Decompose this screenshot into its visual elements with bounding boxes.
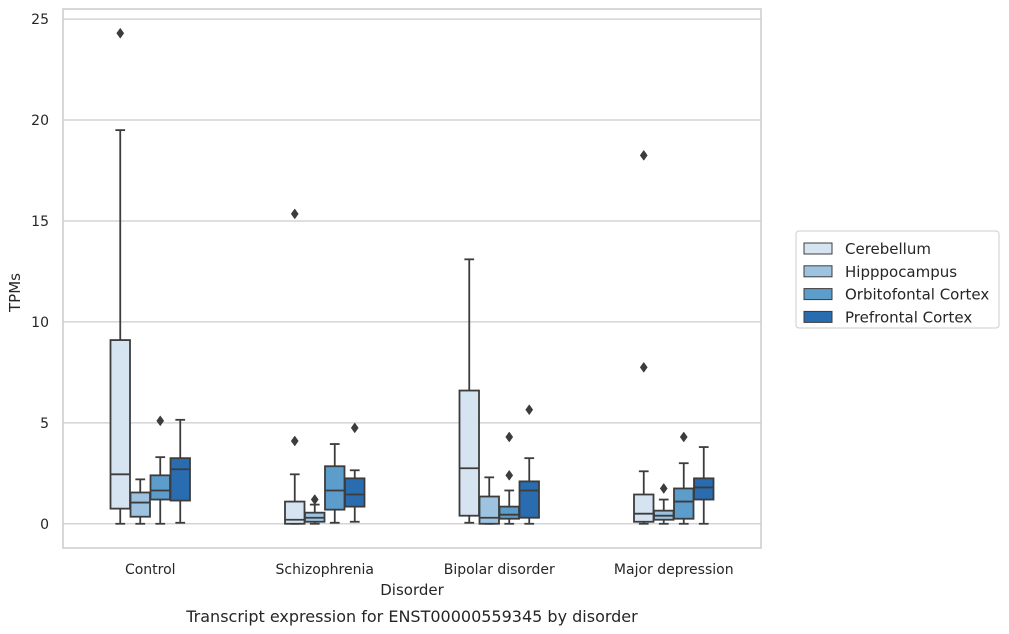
x-tick-label: Schizophrenia xyxy=(276,562,374,578)
chart-caption: Transcript expression for ENST0000055934… xyxy=(185,607,638,626)
legend-entry-label: Orbitofontal Cortex xyxy=(845,286,989,304)
y-tick-label: 0 xyxy=(40,517,49,533)
outlier-point xyxy=(639,361,648,373)
box-0-3 xyxy=(633,149,655,525)
box-3-0 xyxy=(169,418,191,524)
box-iqr xyxy=(129,491,151,518)
legend-swatch xyxy=(803,288,833,301)
outlier-point xyxy=(350,422,359,434)
x-tick-label: Bipolar disorder xyxy=(444,562,555,578)
y-tick-label: 5 xyxy=(40,416,49,432)
y-tick-labels: 0 5 10 15 20 25 xyxy=(31,12,49,533)
box-iqr xyxy=(458,389,480,517)
y-axis-label: TPMs xyxy=(6,273,24,313)
outlier-point xyxy=(505,431,514,443)
y-tick-label: 25 xyxy=(31,12,49,28)
box-1-3 xyxy=(653,483,675,525)
y-tick-label: 15 xyxy=(31,214,49,230)
outlier-point xyxy=(290,208,299,220)
box-iqr xyxy=(478,495,500,525)
box-1-2 xyxy=(478,476,500,525)
legend-entry-label: Cerebellum xyxy=(845,240,931,258)
legend-entry-label: Prefrontal Cortex xyxy=(845,308,972,326)
box-iqr xyxy=(169,457,191,502)
outlier-point xyxy=(525,404,534,416)
x-tick-label: Major depression xyxy=(614,562,734,578)
outlier-point xyxy=(290,435,299,447)
box-iqr xyxy=(344,477,366,508)
x-tick-label: Control xyxy=(125,562,176,578)
box-iqr xyxy=(324,465,346,511)
outlier-point xyxy=(310,494,319,505)
box-3-3 xyxy=(693,446,715,525)
x-axis-label: Disorder xyxy=(380,581,444,599)
box-3-1 xyxy=(344,422,366,523)
legend-swatch xyxy=(803,310,833,323)
y-tick-label: 20 xyxy=(31,113,49,129)
box-0-2 xyxy=(458,258,480,524)
outlier-point xyxy=(505,469,514,481)
box-2-3 xyxy=(673,431,695,525)
legend-entry-label: Hipppocampus xyxy=(845,263,957,281)
box-2-1 xyxy=(324,443,346,524)
box-iqr xyxy=(109,339,131,510)
outlier-point xyxy=(639,149,648,161)
box-3-2 xyxy=(518,404,540,525)
outlier-point xyxy=(156,415,165,427)
legend-swatch xyxy=(803,265,833,278)
outlier-point xyxy=(659,483,668,494)
grid-lines xyxy=(63,18,761,525)
plot-frame xyxy=(62,8,762,549)
legend-swatch xyxy=(803,242,833,255)
box-iqr xyxy=(149,474,171,501)
legend-frame xyxy=(795,230,1000,329)
box-iqr xyxy=(518,480,540,519)
box-iqr xyxy=(498,505,520,520)
x-tick-labels: Control Schizophrenia Bipolar disorder Majo… xyxy=(125,562,734,578)
y-tick-label: 10 xyxy=(31,315,49,331)
outlier-point xyxy=(116,27,125,39)
box-1-1 xyxy=(304,494,326,525)
box-0-0 xyxy=(109,27,131,525)
box-iqr xyxy=(633,493,655,523)
box-2-2 xyxy=(498,431,520,525)
box-iqr xyxy=(673,487,695,520)
box-1-0 xyxy=(129,478,151,525)
box-0-1 xyxy=(284,208,306,525)
outlier-point xyxy=(679,431,688,443)
box-2-0 xyxy=(149,415,171,525)
legend: Cerebellum Hipppocampus Orbitofontal Corte… xyxy=(795,230,1000,329)
box-iqr xyxy=(693,477,715,501)
box-elements xyxy=(109,27,715,525)
